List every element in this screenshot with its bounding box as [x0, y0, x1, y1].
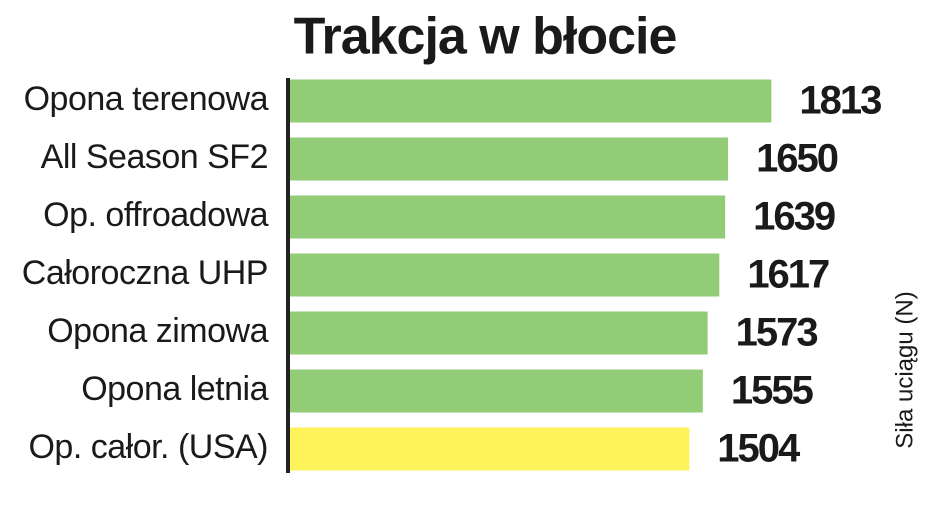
bar [290, 369, 703, 413]
bar [290, 137, 729, 181]
category-label: Op. offroadowa [43, 196, 268, 234]
bar [290, 195, 726, 239]
category-label: Opona zimowa [47, 312, 268, 350]
value-label: 1639 [753, 195, 835, 239]
category-label: Opona letnia [81, 370, 268, 408]
bar [290, 427, 690, 471]
category-label: Opona terenowa [24, 80, 269, 118]
value-label: 1617 [747, 253, 829, 297]
value-label: 1650 [756, 137, 838, 181]
category-label: Op. całor. (USA) [28, 428, 268, 466]
category-label: Całoroczna UHP [22, 254, 268, 292]
bar [290, 311, 708, 355]
value-label: 1573 [736, 311, 818, 355]
axis-title: Siła uciągu (N) [891, 291, 918, 448]
bar [290, 253, 720, 297]
value-label: 1813 [799, 79, 881, 123]
value-label: 1504 [717, 427, 801, 471]
value-label: 1555 [731, 369, 814, 413]
category-label: All Season SF2 [41, 138, 268, 176]
bar [290, 79, 772, 123]
chart-title: Trakcja w błocie [294, 8, 677, 66]
